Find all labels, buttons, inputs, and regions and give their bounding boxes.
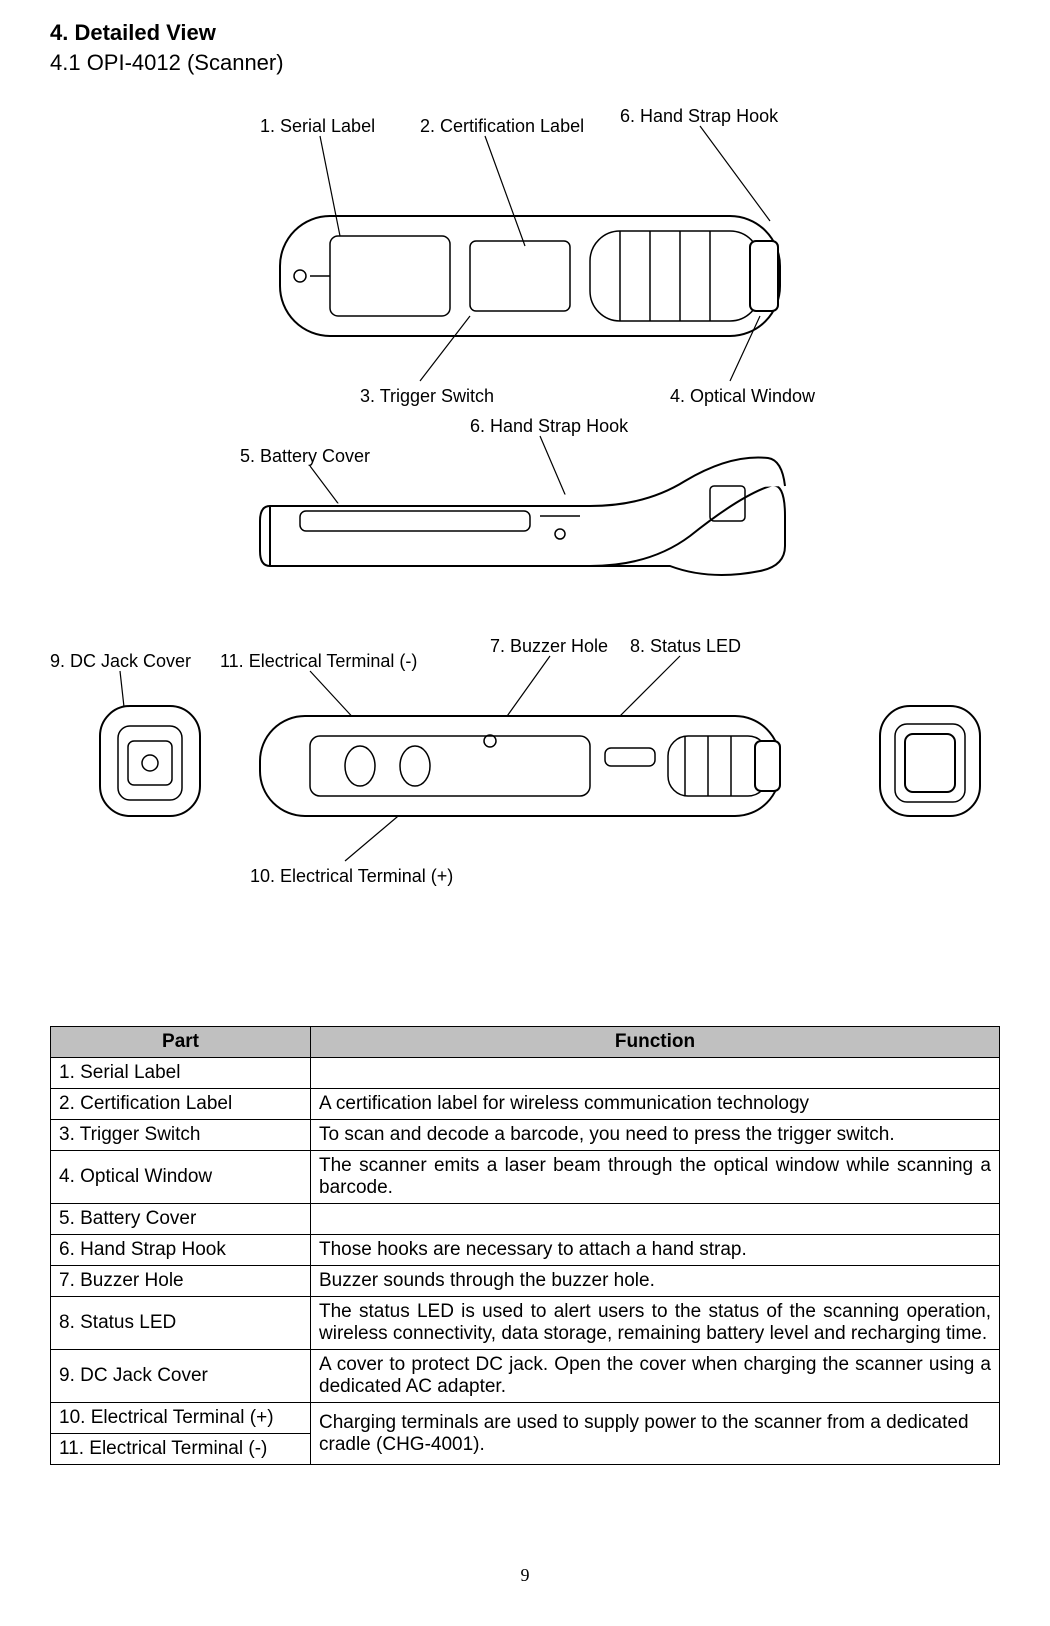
header-function: Function bbox=[311, 1027, 1000, 1058]
table-row: 4. Optical Window The scanner emits a la… bbox=[51, 1151, 1000, 1204]
cell-part: 8. Status LED bbox=[51, 1297, 311, 1350]
table-row: 5. Battery Cover bbox=[51, 1204, 1000, 1235]
table-row: 9. DC Jack Cover A cover to protect DC j… bbox=[51, 1350, 1000, 1403]
cell-part: 3. Trigger Switch bbox=[51, 1120, 311, 1151]
cell-function: A certification label for wireless commu… bbox=[311, 1089, 1000, 1120]
callout-terminal-neg: 11. Electrical Terminal (-) bbox=[220, 651, 417, 672]
cell-part: 5. Battery Cover bbox=[51, 1204, 311, 1235]
page-number: 9 bbox=[50, 1565, 1000, 1586]
scanner-end-view-left bbox=[90, 676, 210, 836]
callout-trigger-switch: 3. Trigger Switch bbox=[360, 386, 494, 407]
callout-dc-jack: 9. DC Jack Cover bbox=[50, 651, 191, 672]
cell-function: The scanner emits a laser beam through t… bbox=[311, 1151, 1000, 1204]
table-row: 8. Status LED The status LED is used to … bbox=[51, 1297, 1000, 1350]
callout-optical-window: 4. Optical Window bbox=[670, 386, 815, 407]
table-row: 7. Buzzer Hole Buzzer sounds through the… bbox=[51, 1266, 1000, 1297]
callout-terminal-pos: 10. Electrical Terminal (+) bbox=[250, 866, 453, 887]
cell-function: To scan and decode a barcode, you need t… bbox=[311, 1120, 1000, 1151]
cell-part: 9. DC Jack Cover bbox=[51, 1350, 311, 1403]
table-row: 2. Certification Label A certification l… bbox=[51, 1089, 1000, 1120]
cell-function: The status LED is used to alert users to… bbox=[311, 1297, 1000, 1350]
cell-part: 2. Certification Label bbox=[51, 1089, 311, 1120]
subsection-heading: 4.1 OPI-4012 (Scanner) bbox=[50, 50, 1000, 76]
page: 4. Detailed View 4.1 OPI-4012 (Scanner) … bbox=[0, 0, 1050, 1626]
cell-part: 6. Hand Strap Hook bbox=[51, 1235, 311, 1266]
parts-function-table: Part Function 1. Serial Label 2. Certifi… bbox=[50, 1026, 1000, 1465]
scanner-diagram: 1. Serial Label 2. Certification Label 6… bbox=[50, 106, 1000, 946]
cell-part: 10. Electrical Terminal (+) bbox=[51, 1403, 311, 1434]
cell-function bbox=[311, 1058, 1000, 1089]
cell-function: Those hooks are necessary to attach a ha… bbox=[311, 1235, 1000, 1266]
cell-function: Buzzer sounds through the buzzer hole. bbox=[311, 1266, 1000, 1297]
scanner-end-view-right bbox=[870, 676, 990, 836]
cell-part: 11. Electrical Terminal (-) bbox=[51, 1434, 311, 1465]
cell-part: 7. Buzzer Hole bbox=[51, 1266, 311, 1297]
scanner-bottom-view bbox=[250, 676, 790, 836]
callout-cert-label: 2. Certification Label bbox=[420, 116, 584, 137]
section-heading: 4. Detailed View bbox=[50, 20, 1000, 46]
callout-buzzer-hole: 7. Buzzer Hole bbox=[490, 636, 608, 657]
cell-function: A cover to protect DC jack. Open the cov… bbox=[311, 1350, 1000, 1403]
scanner-top-view bbox=[270, 166, 790, 366]
cell-function-merged: Charging terminals are used to supply po… bbox=[311, 1403, 1000, 1465]
callout-hand-strap-top: 6. Hand Strap Hook bbox=[620, 106, 778, 127]
cell-part: 4. Optical Window bbox=[51, 1151, 311, 1204]
callout-hand-strap-side: 6. Hand Strap Hook bbox=[470, 416, 628, 437]
cell-part: 1. Serial Label bbox=[51, 1058, 311, 1089]
table-row: 6. Hand Strap Hook Those hooks are neces… bbox=[51, 1235, 1000, 1266]
callout-serial-label: 1. Serial Label bbox=[260, 116, 375, 137]
cell-function bbox=[311, 1204, 1000, 1235]
scanner-side-view bbox=[250, 436, 790, 596]
table-row: 1. Serial Label bbox=[51, 1058, 1000, 1089]
table-header-row: Part Function bbox=[51, 1027, 1000, 1058]
table-row: 3. Trigger Switch To scan and decode a b… bbox=[51, 1120, 1000, 1151]
table-row: 10. Electrical Terminal (+) Charging ter… bbox=[51, 1403, 1000, 1434]
callout-status-led: 8. Status LED bbox=[630, 636, 741, 657]
header-part: Part bbox=[51, 1027, 311, 1058]
